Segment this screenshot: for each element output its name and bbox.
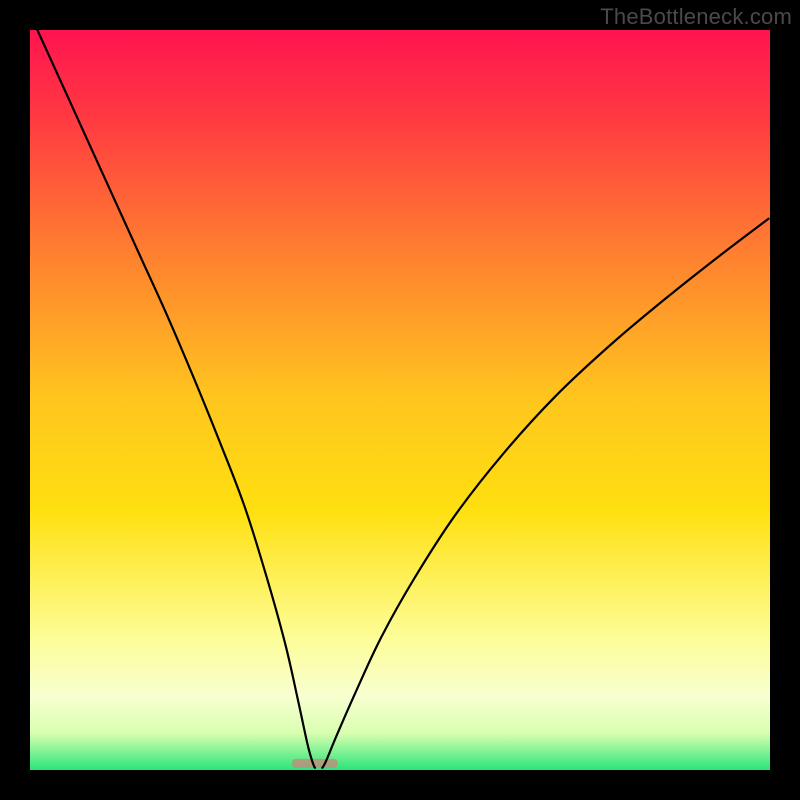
bottleneck-chart (0, 0, 800, 800)
chart-background-gradient (30, 30, 770, 770)
chart-container: TheBottleneck.com (0, 0, 800, 800)
watermark-text: TheBottleneck.com (600, 4, 792, 30)
